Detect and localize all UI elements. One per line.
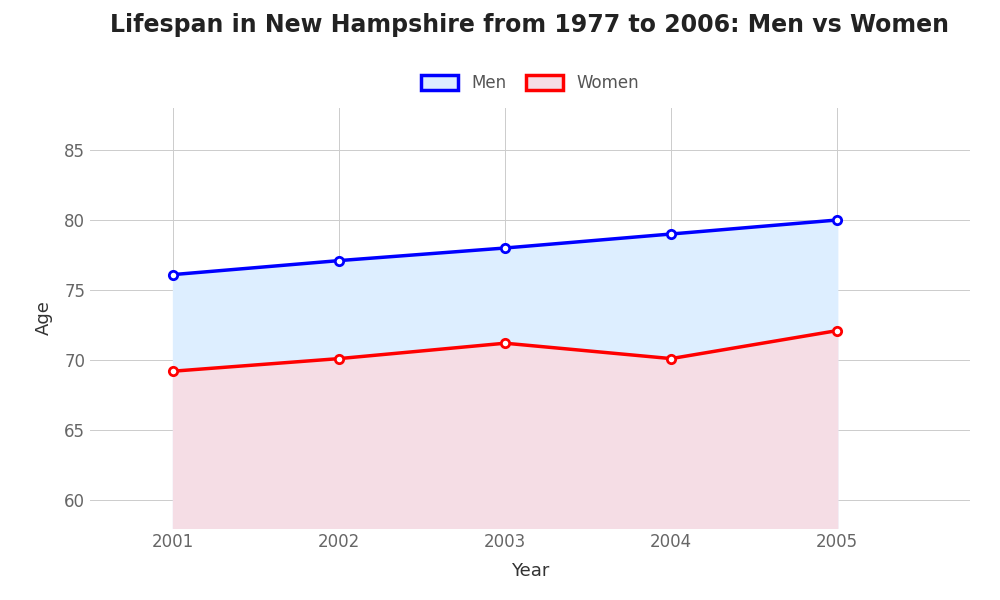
- Y-axis label: Age: Age: [35, 301, 53, 335]
- X-axis label: Year: Year: [511, 562, 549, 580]
- Title: Lifespan in New Hampshire from 1977 to 2006: Men vs Women: Lifespan in New Hampshire from 1977 to 2…: [110, 13, 950, 37]
- Legend: Men, Women: Men, Women: [421, 74, 639, 92]
